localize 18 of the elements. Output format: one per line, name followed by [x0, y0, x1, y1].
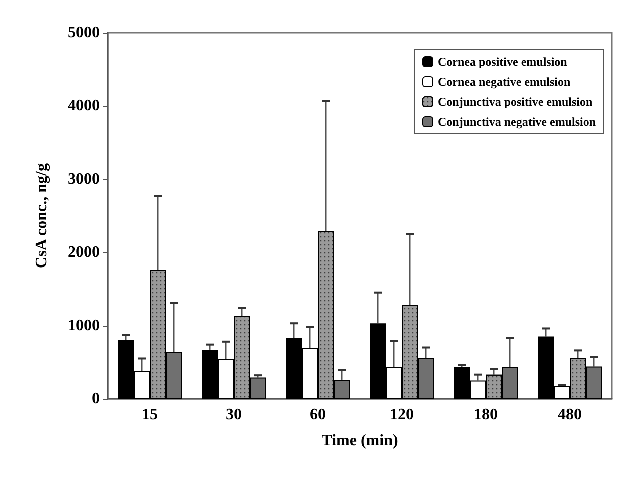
legend-label: Cornea negative emulsion	[438, 75, 571, 89]
x-tick-label: 480	[558, 406, 582, 424]
y-tick-label: 0	[92, 390, 100, 408]
y-tick-label: 1000	[68, 317, 100, 334]
y-axis-title: CsA conc., ng/g	[34, 164, 50, 268]
x-axis-title: Time (min)	[322, 432, 398, 450]
x-tick-label: 60	[310, 406, 326, 424]
x-tick-label: 30	[226, 406, 242, 424]
y-tick-label: 2000	[68, 244, 100, 262]
y-tick-label: 5000	[68, 24, 100, 42]
y-tick-label: 4000	[68, 98, 100, 115]
legend-label: Cornea positive emulsion	[438, 55, 568, 69]
x-tick-label: 180	[474, 406, 498, 424]
y-tick-label: 3000	[68, 170, 100, 188]
x-tick-label: 15	[142, 406, 158, 424]
x-tick-label: 120	[390, 406, 414, 424]
legend-label: Conjunctiva positive emulsion	[438, 95, 594, 109]
legend-label: Conjunctiva negative emulsion	[438, 115, 596, 129]
